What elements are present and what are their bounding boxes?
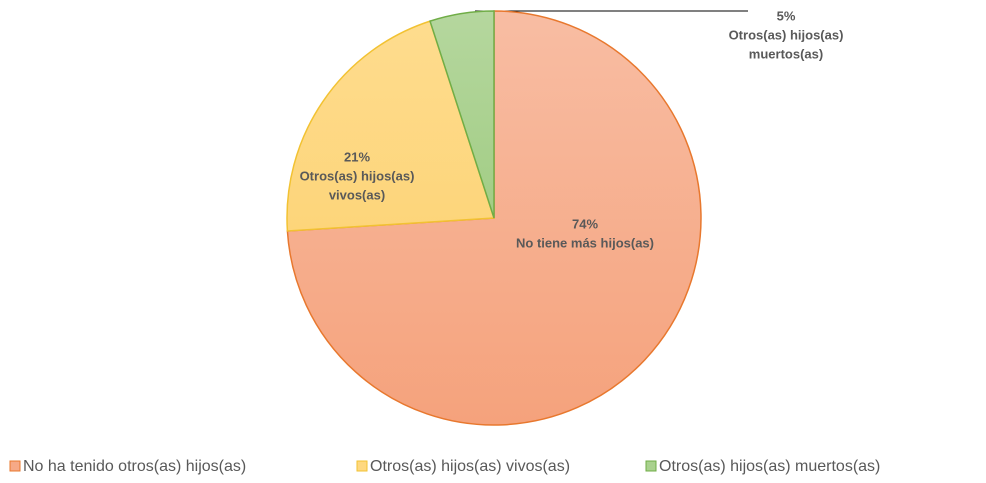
pie-slice	[429, 10, 495, 219]
legend-label: No ha tenido otros(as) hijos(as)	[23, 458, 246, 475]
data-label: 21%	[344, 149, 370, 164]
data-label: No tiene más hijos(as)	[516, 235, 654, 250]
legend-swatch	[9, 460, 21, 472]
data-label: 74%	[572, 216, 598, 231]
data-label: muertos(as)	[749, 46, 823, 61]
data-label: vivos(as)	[329, 187, 385, 202]
legend-label: Otros(as) hijos(as) vivos(as)	[370, 458, 570, 475]
legend-swatch	[356, 460, 368, 472]
pie-slice	[286, 20, 496, 232]
legend-swatch	[645, 460, 657, 472]
data-label: 5%	[777, 8, 796, 23]
data-label: Otros(as) hijos(as)	[729, 27, 844, 42]
legend-label: Otros(as) hijos(as) muertos(as)	[659, 458, 880, 475]
data-label: Otros(as) hijos(as)	[300, 168, 415, 183]
